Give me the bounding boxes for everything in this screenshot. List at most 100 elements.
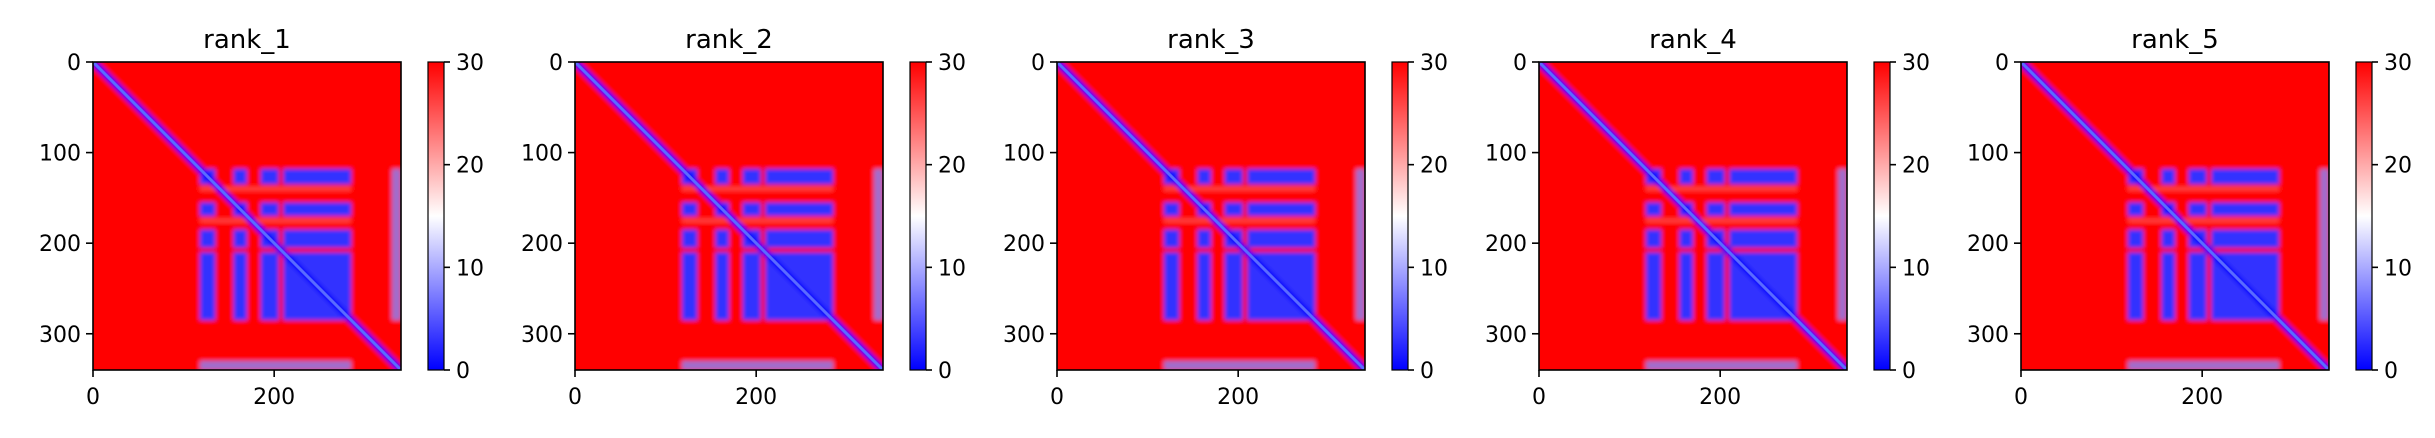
heatmap-cell	[1163, 218, 1316, 223]
panel-title: rank_1	[203, 25, 291, 55]
heatmap-diagonal-core	[2021, 62, 2329, 370]
heatmap-cell	[2161, 229, 2175, 248]
heatmap-cell	[283, 202, 352, 216]
heatmap-cell	[1645, 202, 1662, 216]
heatmap-cell	[260, 168, 279, 185]
heatmap-cell	[2211, 229, 2280, 248]
y-tick-label: 200	[1485, 232, 1527, 257]
panel-rank_2: rank_2 0 200 0 100 200 300 0 10 20 30	[521, 25, 966, 410]
heatmap-cell	[1163, 229, 1180, 248]
heatmap-cell	[1224, 202, 1243, 216]
heatmap-cell	[742, 202, 761, 216]
y-tick-label: 0	[1513, 51, 1527, 76]
y-tick-label: 300	[1967, 323, 2009, 348]
heatmap-cell	[1163, 187, 1316, 191]
x-tick-label: 0	[1532, 385, 1546, 410]
heatmap-cell	[199, 218, 352, 223]
heatmap-cell	[1197, 252, 1211, 321]
y-tick-label: 100	[1485, 142, 1527, 167]
heatmap-cell	[199, 229, 216, 248]
y-tick-label: 100	[1967, 142, 2009, 167]
heatmap-cell	[1645, 229, 1662, 248]
heatmap-cell	[233, 252, 247, 321]
panel-title: rank_4	[1649, 25, 1737, 55]
y-tick-label: 0	[1031, 51, 1045, 76]
colorbar-frame	[2355, 61, 2373, 371]
colorbar-tick-label: 30	[1902, 51, 1930, 76]
heatmap-cell	[742, 168, 761, 185]
heatmap-cell	[681, 218, 834, 223]
heatmap-diagonal-core	[1539, 62, 1847, 370]
heatmap-diagonal-core	[1057, 62, 1365, 370]
heatmap-cell	[2211, 202, 2280, 216]
colorbar-tick-label: 30	[456, 51, 484, 76]
colorbar-tick-label: 10	[1420, 256, 1448, 281]
colorbar	[910, 62, 926, 370]
heatmap-cell	[681, 202, 698, 216]
axes-frame	[92, 61, 402, 371]
colorbar-tick-label: 30	[1420, 51, 1448, 76]
colorbar-tick-label: 20	[1902, 154, 1930, 179]
heatmap-cell	[1706, 202, 1725, 216]
heatmap-cell	[1163, 252, 1180, 321]
colorbar-tick-label: 20	[2384, 154, 2412, 179]
heatmap-cell	[1679, 168, 1693, 185]
colorbar-tick-label: 30	[2384, 51, 2412, 76]
colorbar	[428, 62, 444, 370]
heatmap-cell	[2188, 202, 2207, 216]
heatmap-diagonal-core	[575, 62, 883, 370]
heatmap-cell	[283, 229, 352, 248]
heatmap-cell	[681, 187, 834, 191]
y-tick-label: 200	[1967, 232, 2009, 257]
heatmap-image	[1057, 62, 1365, 370]
heatmap-cell	[233, 229, 247, 248]
y-tick-label: 100	[39, 142, 81, 167]
y-tick-label: 0	[1995, 51, 2009, 76]
heatmap-cell	[199, 360, 352, 370]
colorbar-frame	[1391, 61, 1409, 371]
colorbar-tick-label: 0	[2384, 359, 2398, 384]
heatmap-diagonal-core	[93, 62, 401, 370]
x-tick-label: 200	[253, 385, 295, 410]
heatmap-cell	[1645, 360, 1798, 370]
heatmap-cell	[742, 252, 761, 321]
heatmap-cell	[199, 252, 216, 321]
colorbar	[1874, 62, 1890, 370]
x-tick-label: 0	[2014, 385, 2028, 410]
y-tick-label: 0	[549, 51, 563, 76]
y-tick-label: 200	[1003, 232, 1045, 257]
axes-frame	[2020, 61, 2330, 371]
heatmap-cell	[1729, 202, 1798, 216]
heatmap-cell	[199, 202, 216, 216]
heatmap-cell	[2188, 168, 2207, 185]
heatmap-cell	[2161, 252, 2175, 321]
heatmap-cell	[1645, 187, 1798, 191]
heatmap-image	[2021, 62, 2329, 370]
colorbar-frame	[909, 61, 927, 371]
x-tick-label: 200	[735, 385, 777, 410]
colorbar-tick-label: 10	[938, 256, 966, 281]
colorbar-tick-label: 30	[938, 51, 966, 76]
heatmap-cell	[1837, 168, 1847, 321]
heatmap-cell	[2211, 168, 2280, 185]
heatmap-image	[575, 62, 883, 370]
heatmap-cell	[1163, 202, 1180, 216]
heatmap-cell	[681, 252, 698, 321]
axes-frame	[574, 61, 884, 371]
x-tick-label: 200	[1217, 385, 1259, 410]
heatmap-cell	[2127, 229, 2144, 248]
heatmap-cell	[1197, 168, 1211, 185]
heatmap-cell	[1247, 168, 1316, 185]
colorbar-tick-label: 20	[938, 154, 966, 179]
x-tick-label: 0	[86, 385, 100, 410]
colorbar-tick-label: 20	[1420, 154, 1448, 179]
heatmap-cell	[233, 168, 247, 185]
heatmap-cell	[1706, 168, 1725, 185]
heatmap-cell	[260, 252, 279, 321]
heatmap-cell	[1679, 229, 1693, 248]
y-tick-label: 300	[39, 323, 81, 348]
heatmap-cell	[283, 168, 352, 185]
colorbar-tick-label: 20	[456, 154, 484, 179]
heatmap-cell	[1247, 229, 1316, 248]
y-tick-label: 200	[521, 232, 563, 257]
